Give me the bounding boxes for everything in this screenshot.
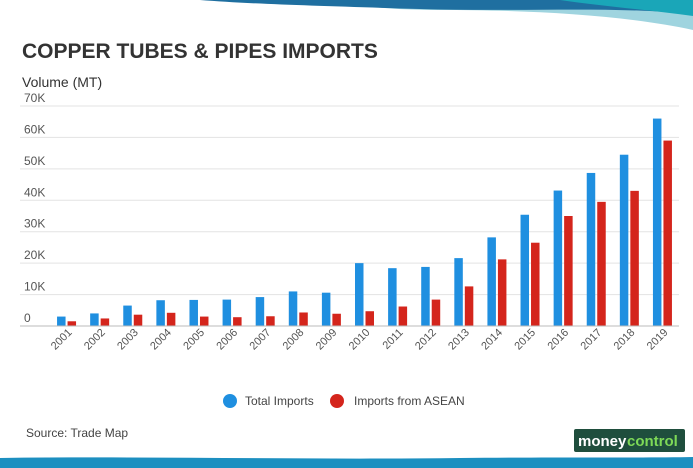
bar-imports-asean: [663, 140, 672, 326]
bar-imports-asean: [531, 242, 540, 326]
bar-imports-asean: [233, 317, 242, 326]
bar-imports-asean: [299, 312, 308, 326]
y-tick-label: 60K: [24, 122, 45, 136]
logo-background: [574, 429, 685, 452]
bar-imports-asean: [630, 190, 639, 326]
y-axis-label: Volume (MT): [22, 74, 102, 90]
bars: [57, 118, 672, 326]
bar-total-imports: [421, 266, 430, 326]
x-axis-labels: 2001 2002 2003 2004 2005 2006 2007 2008 2009 2010…: [49, 327, 671, 353]
bar-total-imports: [355, 263, 364, 326]
bar-total-imports: [652, 118, 662, 326]
x-tick-label: 2004: [148, 327, 174, 353]
y-tick-label: 30K: [24, 217, 45, 231]
y-tick-label: 50K: [24, 154, 45, 168]
bar-total-imports: [123, 305, 132, 326]
x-tick-label: 2017: [579, 327, 605, 353]
y-tick-label: 0: [24, 311, 31, 325]
bar-total-imports: [189, 299, 198, 326]
logo-text-control: control: [627, 433, 678, 450]
bar-imports-asean: [564, 216, 573, 326]
bar-imports-asean: [332, 313, 341, 326]
x-tick-label: 2008: [281, 327, 307, 353]
x-tick-label: 2016: [545, 327, 571, 353]
moneycontrol-logo: money control: [574, 429, 685, 452]
bar-imports-asean: [398, 306, 408, 326]
legend-label-total: Total Imports: [245, 394, 314, 408]
y-tick-label: 70K: [24, 91, 45, 105]
chart-title: COPPER TUBES & PIPES IMPORTS: [22, 40, 378, 63]
x-tick-label: 2007: [248, 327, 274, 353]
bar-total-imports: [255, 297, 265, 326]
bar-imports-asean: [497, 259, 507, 326]
y-axis-ticks: 0 10K 20K 30K 40K 50K 60K 70K: [24, 91, 45, 325]
legend-swatch-asean: [330, 394, 344, 408]
x-tick-label: 2015: [512, 327, 538, 353]
bar-total-imports: [321, 292, 331, 326]
legend-swatch-total: [223, 394, 237, 408]
x-tick-label: 2010: [347, 327, 373, 353]
y-tick-label: 40K: [24, 185, 45, 199]
x-tick-label: 2002: [82, 327, 108, 353]
x-tick-label: 2014: [479, 327, 505, 353]
bar-total-imports: [288, 291, 298, 326]
bar-total-imports: [388, 268, 397, 326]
x-tick-label: 2013: [446, 327, 472, 353]
x-tick-label: 2001: [49, 327, 75, 353]
bar-total-imports: [619, 154, 629, 326]
bar-total-imports: [520, 214, 530, 326]
bar-total-imports: [156, 300, 165, 326]
logo-text-money: money: [578, 433, 627, 450]
header-wave-dark: [200, 0, 693, 14]
footer-wave: [0, 457, 693, 468]
bar-imports-asean: [100, 318, 110, 326]
bar-imports-asean: [133, 314, 143, 326]
bar-imports-asean: [199, 316, 209, 326]
bar-total-imports: [454, 258, 463, 326]
bar-imports-asean: [166, 312, 176, 326]
bar-total-imports: [90, 313, 99, 326]
x-tick-label: 2005: [181, 327, 207, 353]
source-note: Source: Trade Map: [26, 426, 128, 440]
bar-imports-asean: [365, 311, 374, 326]
x-tick-label: 2012: [413, 327, 439, 353]
x-tick-label: 2003: [115, 327, 141, 353]
x-tick-label: 2009: [314, 327, 340, 353]
y-tick-label: 20K: [24, 248, 45, 262]
bar-total-imports: [487, 237, 496, 326]
bar-total-imports: [586, 172, 596, 326]
legend-label-asean: Imports from ASEAN: [354, 394, 465, 408]
footer-band: [0, 457, 693, 468]
bar-imports-asean: [431, 299, 441, 326]
bar-imports-asean: [67, 321, 77, 326]
bar-total-imports: [222, 299, 232, 326]
x-tick-label: 2019: [645, 327, 671, 353]
bar-total-imports: [553, 190, 563, 326]
bar-total-imports: [57, 316, 66, 326]
bar-imports-asean: [464, 286, 474, 326]
x-tick-label: 2006: [214, 327, 240, 353]
legend: Total Imports Imports from ASEAN: [223, 394, 465, 408]
x-tick-label: 2011: [381, 327, 406, 352]
gridlines: [20, 105, 679, 296]
header-wave-teal: [560, 0, 693, 16]
y-tick-label: 10K: [24, 280, 45, 294]
bar-imports-asean: [266, 316, 275, 326]
bar-imports-asean: [597, 201, 606, 326]
header-band: [200, 0, 693, 30]
x-tick-label: 2018: [612, 327, 638, 353]
